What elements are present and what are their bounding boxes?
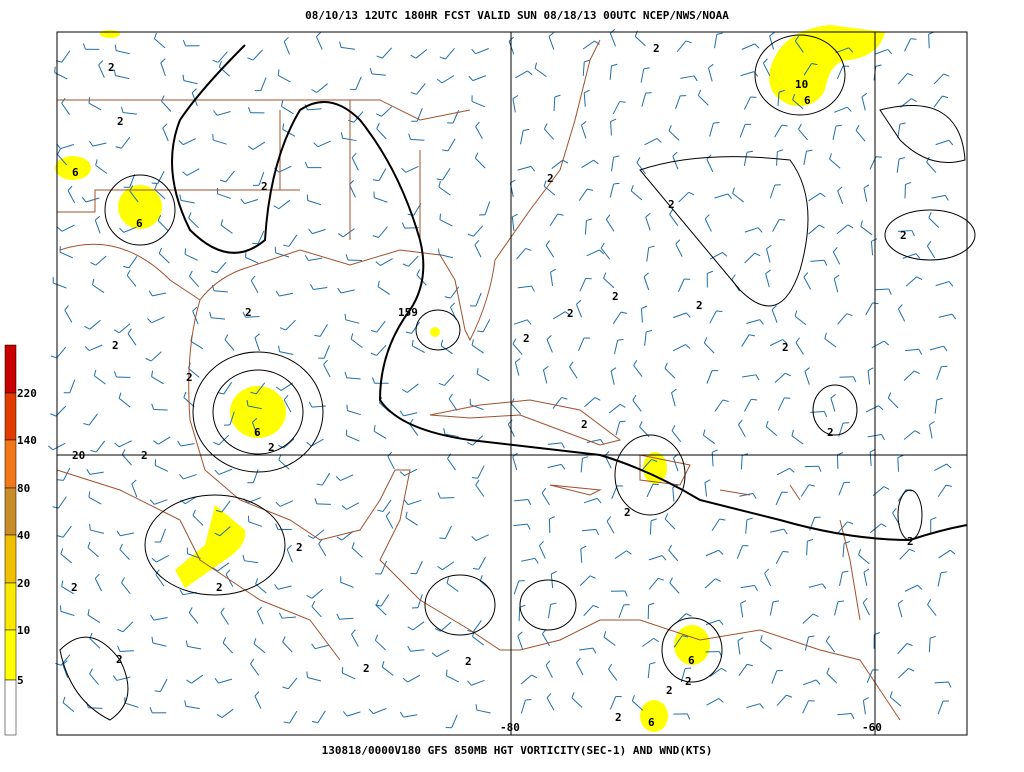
contour-label: 6 — [648, 716, 655, 729]
contour-label: 2 — [581, 418, 588, 431]
contour-label: 6 — [72, 166, 79, 179]
barb-flag — [713, 122, 719, 123]
barb-flag — [440, 214, 441, 220]
contour-label: 159 — [398, 306, 418, 319]
barb-flag — [439, 538, 445, 539]
fill-area — [430, 327, 440, 337]
colorbar-box — [5, 535, 16, 583]
contour-label: 2 — [547, 172, 554, 185]
contour-label: 2 — [296, 541, 303, 554]
contour-label: 2 — [71, 581, 78, 594]
contour-label: 2 — [523, 332, 530, 345]
contour-label: 6 — [254, 426, 261, 439]
contour-label: 2 — [624, 506, 631, 519]
fill-area — [100, 30, 120, 38]
contour-label: 2 — [696, 299, 703, 312]
contour-label: 6 — [804, 94, 811, 107]
contour-label: 2 — [612, 290, 619, 303]
barb-flag — [55, 67, 56, 73]
contour-label: 10 — [795, 78, 808, 91]
contour-label: 2 — [141, 449, 148, 462]
contour-label: 2 — [116, 653, 123, 666]
barb-flag — [155, 691, 161, 692]
colorbar-box — [5, 583, 16, 630]
barb-staff — [898, 458, 899, 472]
barb-flag — [307, 672, 308, 678]
barb-staff — [154, 409, 168, 410]
contour-label: 2 — [112, 339, 119, 352]
barb-staff — [839, 377, 853, 378]
contour-label: 6 — [136, 217, 143, 230]
barb-staff — [348, 260, 362, 261]
barb-flag — [345, 314, 346, 320]
barb-staff — [519, 607, 520, 621]
contour-label: 2 — [216, 581, 223, 594]
colorbar-box — [5, 393, 16, 440]
title: 08/10/13 12UTC 180HR FCST VALID SUN 08/1… — [305, 9, 729, 22]
contour-label: 2 — [900, 229, 907, 242]
contour-label: 2 — [465, 655, 472, 668]
contour-label: 2 — [653, 42, 660, 55]
barb-flag — [477, 331, 483, 332]
contour-label: 2 — [567, 307, 574, 320]
barb-flag — [446, 670, 447, 676]
contour-label: 2 — [666, 684, 673, 697]
colorbar-box — [5, 680, 16, 735]
barb-flag — [685, 668, 691, 669]
contour-label: 2 — [108, 61, 115, 74]
contour-label: 2 — [268, 441, 275, 454]
colorbar-label: 220 — [17, 387, 37, 400]
colorbar-box — [5, 345, 16, 393]
contour-label: 2 — [782, 341, 789, 354]
colorbar-box — [5, 630, 16, 680]
contour-label: 2 — [117, 115, 124, 128]
colorbar-label: 140 — [17, 434, 37, 447]
colorbar-label: 5 — [17, 674, 24, 687]
contour-label: 2 — [685, 675, 692, 688]
colorbar-label: 80 — [17, 482, 30, 495]
barb-flag — [472, 478, 478, 479]
contour-label: 2 — [668, 198, 675, 211]
colorbar-label: 20 — [17, 577, 30, 590]
barb-staff — [929, 34, 930, 48]
colorbar-box — [5, 488, 16, 535]
grid-label: 20 — [72, 449, 85, 462]
contour-label: 6 — [688, 654, 695, 667]
barb-flag — [152, 183, 158, 184]
barb-flag — [620, 421, 626, 422]
contour-label: 2 — [907, 535, 914, 548]
grid-label: -60 — [862, 721, 882, 734]
contour-label: 2 — [245, 306, 252, 319]
contour-label: 2 — [827, 426, 834, 439]
barb-staff — [88, 708, 102, 709]
barb-flag — [58, 480, 64, 481]
colorbar-box — [5, 440, 16, 488]
caption: 130818/0000V180 GFS 850MB HGT VORTICITY(… — [322, 744, 713, 757]
contour-label: 2 — [615, 711, 622, 724]
grid-label: -80 — [500, 721, 520, 734]
contour-label: 2 — [261, 180, 268, 193]
colorbar-label: 40 — [17, 529, 30, 542]
contour-label: 2 — [186, 371, 193, 384]
barb-staff — [807, 541, 808, 555]
barb-flag — [620, 102, 626, 103]
contour-label: 2 — [363, 662, 370, 675]
colorbar-label: 10 — [17, 624, 30, 637]
barb-flag — [646, 93, 652, 94]
